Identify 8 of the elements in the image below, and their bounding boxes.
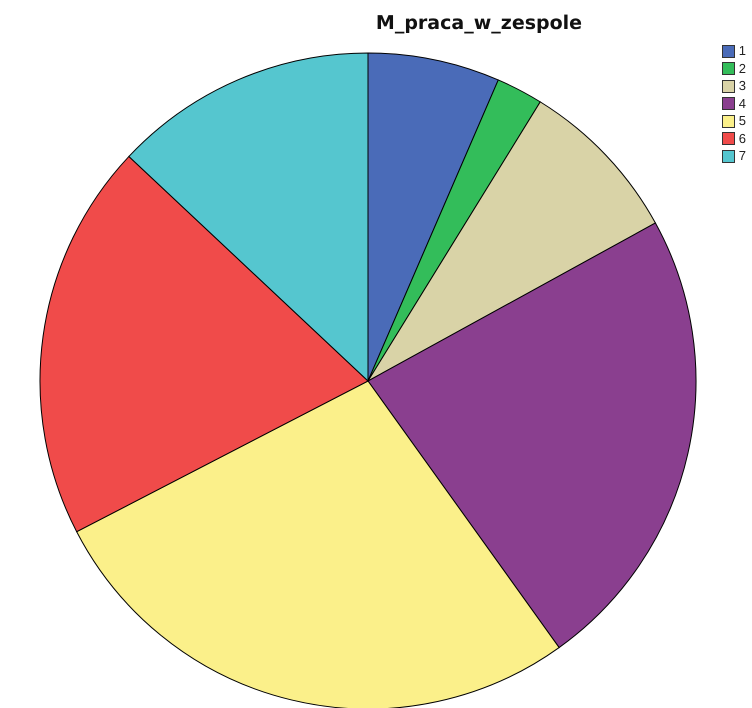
- legend-label: 2: [738, 60, 746, 76]
- legend-label: 6: [738, 130, 746, 146]
- legend-label: 1: [738, 43, 746, 58]
- chart-title: M_praca_w_zespole: [376, 12, 582, 34]
- legend-label: 5: [738, 113, 746, 128]
- legend-label: 7: [738, 148, 746, 163]
- legend-label: 4: [738, 96, 746, 110]
- legend-label: 3: [738, 78, 746, 93]
